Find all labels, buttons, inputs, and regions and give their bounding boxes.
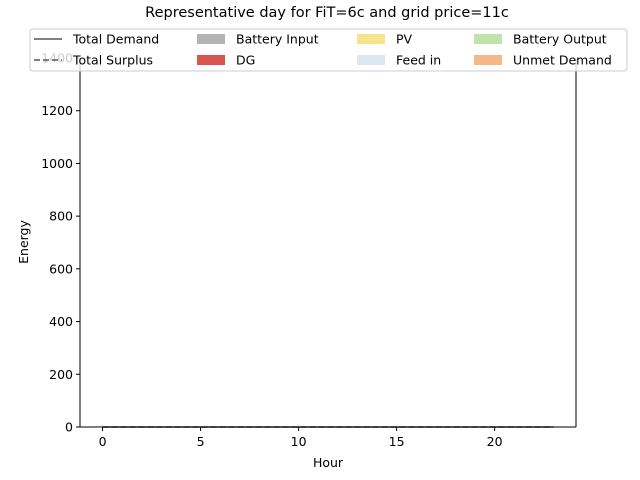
legend-label-feed-in: Feed in: [396, 53, 441, 68]
x-tick-label: 5: [197, 434, 205, 449]
y-axis-label: Energy: [16, 220, 31, 264]
legend-item-total-demand: Total Demand: [34, 32, 159, 47]
y-tick-label: 200: [49, 367, 73, 382]
y-ticks: 0200400600800100012001400: [41, 51, 80, 435]
legend-item-total-surplus: Total Surplus: [34, 53, 153, 68]
legend-label-total-demand: Total Demand: [72, 32, 159, 47]
x-tick-label: 20: [487, 434, 503, 449]
legend-swatch-unmet-demand: [474, 55, 502, 65]
y-tick-label: 1200: [41, 103, 73, 118]
legend-label-pv: PV: [396, 32, 413, 47]
legend-item-pv: PV: [357, 32, 413, 47]
legend-swatch-battery-input: [197, 34, 225, 44]
y-tick-label: 600: [49, 261, 73, 276]
x-axis-label: Hour: [313, 455, 344, 470]
legend-swatch-pv: [357, 34, 385, 44]
legend-item-dg: DG: [197, 53, 255, 68]
x-tick-label: 15: [389, 434, 405, 449]
legend-swatch-battery-output: [474, 34, 502, 44]
y-tick-label: 800: [49, 209, 73, 224]
y-tick-label: 400: [49, 314, 73, 329]
x-ticks: 0 5 10 15 20: [99, 427, 503, 449]
y-tick-label: 0: [65, 420, 73, 435]
legend-label-dg: DG: [236, 53, 255, 68]
legend-items: Total Demand Total Surplus Battery Input DG…: [34, 32, 612, 68]
legend-item-feed-in: Feed in: [357, 53, 441, 68]
legend-swatch-dg: [197, 55, 225, 65]
legend-item-battery-input: Battery Input: [197, 32, 319, 47]
legend-label-unmet-demand: Unmet Demand: [513, 53, 612, 68]
legend-swatch-feed-in: [357, 55, 385, 65]
axes-frame: [79, 58, 577, 428]
legend-label-battery-output: Battery Output: [513, 32, 607, 47]
x-tick-label: 0: [99, 434, 107, 449]
chart-title: Representative day for FiT=6c and grid p…: [145, 5, 509, 21]
legend-label-battery-input: Battery Input: [236, 32, 319, 47]
legend: Total Demand Total Surplus Battery Input DG…: [29, 28, 628, 72]
legend-item-battery-output: Battery Output: [474, 32, 607, 47]
x-tick-label: 10: [291, 434, 307, 449]
legend-label-total-surplus: Total Surplus: [72, 53, 153, 68]
legend-item-unmet-demand: Unmet Demand: [474, 53, 612, 68]
y-tick-label: 1000: [41, 156, 73, 171]
